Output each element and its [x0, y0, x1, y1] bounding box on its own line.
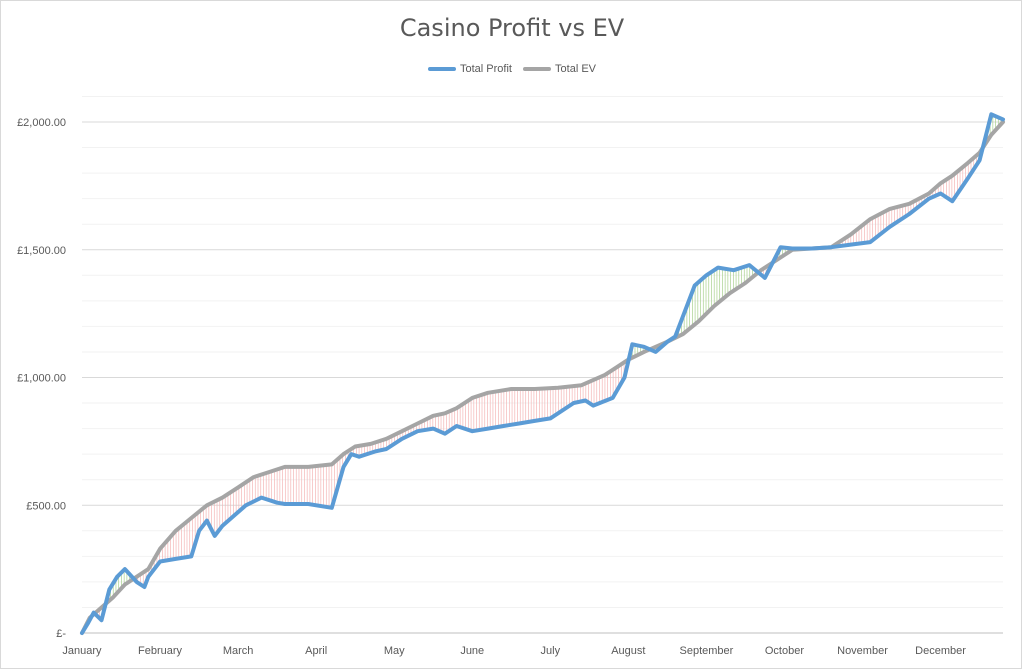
- y-tick-label: £-: [56, 628, 66, 640]
- series-line-total-profit: [80, 112, 1005, 635]
- legend-swatch-profit: [428, 67, 456, 71]
- x-tick-label: November: [837, 645, 888, 657]
- x-tick-label: December: [915, 645, 966, 657]
- legend: Total Profit Total EV: [0, 62, 1024, 75]
- x-tick-label: October: [765, 645, 804, 657]
- x-tick-label: June: [460, 645, 484, 657]
- legend-label-profit: Total Profit: [460, 63, 512, 75]
- x-tick-label: May: [384, 645, 405, 657]
- y-tick-label: £1,000.00: [17, 373, 66, 385]
- chart-title: Casino Profit vs EV: [399, 14, 625, 42]
- y-tick-label: £1,500.00: [17, 245, 66, 257]
- x-tick-label: January: [62, 645, 102, 657]
- series-line-total-ev: [80, 120, 1005, 635]
- x-tick-label: July: [541, 645, 561, 657]
- legend-swatch-ev: [523, 67, 552, 71]
- legend-label-ev: Total EV: [555, 63, 596, 75]
- y-tick-label: £2,000.00: [17, 117, 66, 129]
- x-tick-label: February: [138, 645, 183, 657]
- y-tick-label: £500.00: [26, 500, 66, 512]
- x-tick-label: August: [611, 645, 645, 657]
- legend-item-ev: Total EV: [523, 63, 596, 75]
- x-tick-label: April: [305, 645, 327, 657]
- legend-item-profit: Total Profit: [428, 63, 512, 75]
- x-tick-label: March: [223, 645, 254, 657]
- x-tick-label: September: [680, 645, 734, 657]
